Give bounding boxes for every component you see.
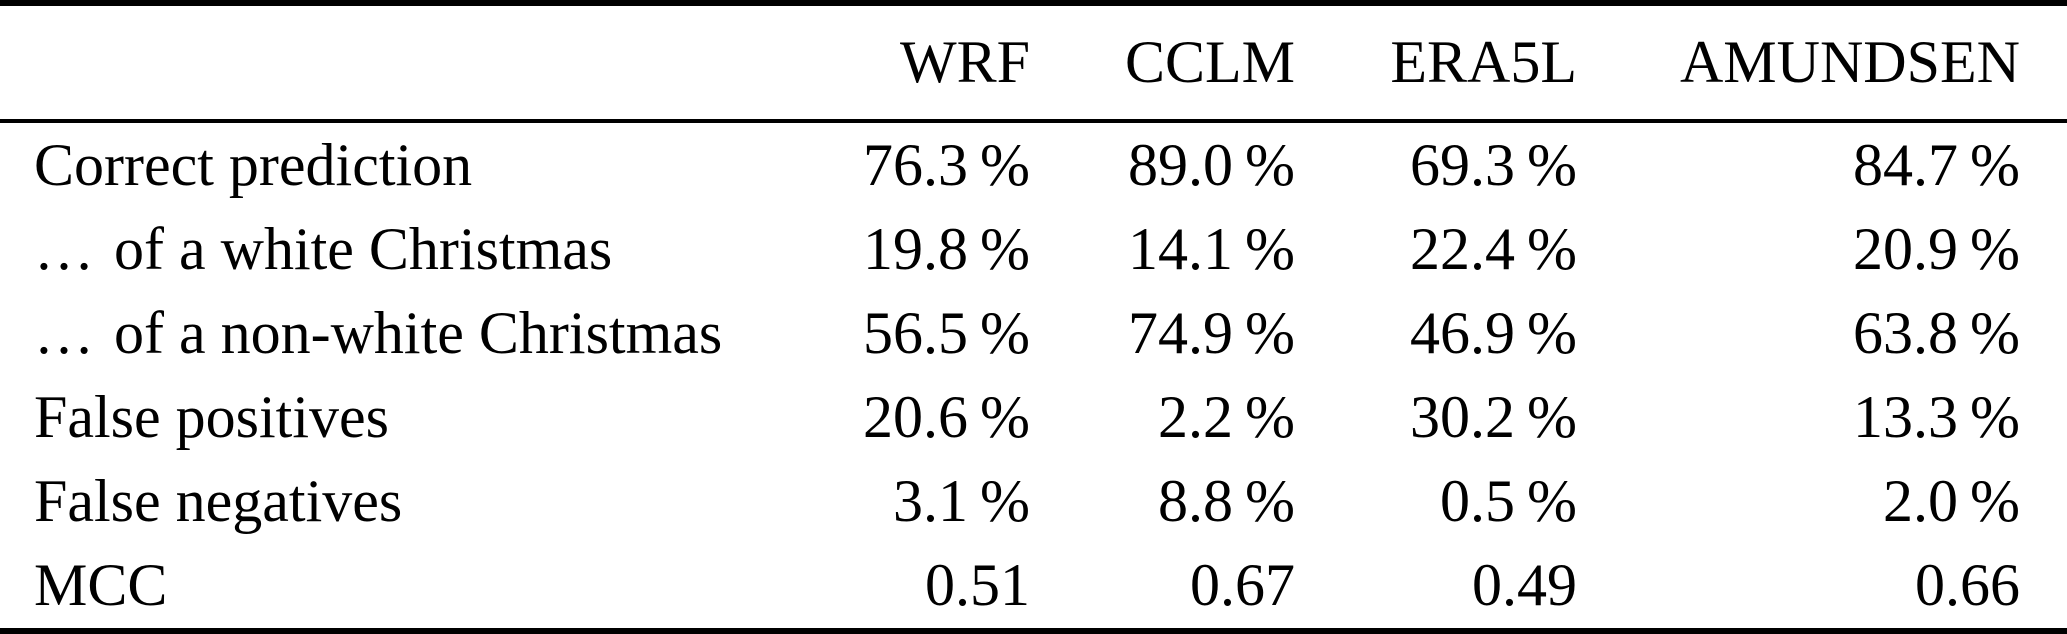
cell-value: 20.9 %	[1853, 215, 2020, 282]
table-row: MCC 0.51 0.67 0.49 0.66	[0, 544, 2067, 628]
column-header: WRF	[899, 29, 1030, 95]
table-body: Correct prediction 76.3 % 89.0 % 69.3 % 84.7…	[0, 123, 2067, 628]
row-label-ellipsis: …	[34, 215, 100, 282]
cell-value: 76.3 %	[863, 131, 1030, 198]
row-label: False positives	[34, 384, 389, 451]
table-row: False negatives 3.1 % 8.8 % 0.5 % 2.0 %	[0, 460, 2067, 544]
row-label-cell: … of a white Christmas	[34, 215, 760, 284]
cell-value: 74.9 %	[1128, 299, 1295, 366]
cell-value: 8.8 %	[1158, 468, 1295, 535]
cell-value: 0.49	[1472, 552, 1577, 619]
header-row: WRF CCLM ERA5L AMUNDSEN	[0, 6, 2067, 119]
row-label: of a non-white Christmas	[114, 299, 723, 366]
table-row: … of a white Christmas 19.8 % 14.1 % 22.4 % 2…	[0, 207, 2067, 291]
cell-value: 3.1 %	[893, 468, 1030, 535]
table-row: Correct prediction 76.3 % 89.0 % 69.3 % 84.7…	[0, 123, 2067, 207]
cell-value: 0.67	[1190, 552, 1295, 619]
cell-value: 22.4 %	[1410, 215, 1577, 282]
column-header: ERA5L	[1390, 29, 1577, 95]
row-label-cell: False positives	[34, 383, 760, 452]
row-label-cell: False negatives	[34, 467, 760, 536]
top-rule	[0, 0, 2067, 6]
cell-value: 14.1 %	[1128, 215, 1295, 282]
cell-value: 89.0 %	[1128, 131, 1295, 198]
cell-value: 30.2 %	[1410, 384, 1577, 451]
table-row: … of a non-white Christmas 56.5 % 74.9 % 46.…	[0, 291, 2067, 375]
cell-value: 2.0 %	[1883, 468, 2020, 535]
row-label-cell: MCC	[34, 551, 760, 620]
cell-value: 69.3 %	[1410, 131, 1577, 198]
cell-value: 56.5 %	[863, 299, 1030, 366]
cell-value: 19.8 %	[863, 215, 1030, 282]
cell-value: 0.66	[1915, 552, 2020, 619]
cell-value: 0.51	[925, 552, 1030, 619]
row-label-cell: … of a non-white Christmas	[34, 299, 760, 368]
row-label: False negatives	[34, 468, 403, 535]
cell-value: 46.9 %	[1410, 299, 1577, 366]
cell-value: 20.6 %	[863, 384, 1030, 451]
header-rule	[0, 119, 2067, 123]
table-row: False positives 20.6 % 2.2 % 30.2 % 13.3 %	[0, 376, 2067, 460]
column-header: CCLM	[1124, 29, 1295, 95]
row-label: of a white Christmas	[114, 215, 613, 282]
row-label: Correct prediction	[34, 131, 473, 198]
cell-value: 0.5 %	[1440, 468, 1577, 535]
row-label: MCC	[34, 552, 168, 619]
cell-value: 63.8 %	[1853, 299, 2020, 366]
column-header: AMUNDSEN	[1679, 29, 2020, 95]
row-label-cell: Correct prediction	[34, 131, 760, 200]
row-label-ellipsis: …	[34, 299, 100, 366]
cell-value: 13.3 %	[1853, 384, 2020, 451]
bottom-rule	[0, 628, 2067, 634]
cell-value: 84.7 %	[1853, 131, 2020, 198]
cell-value: 2.2 %	[1158, 384, 1295, 451]
